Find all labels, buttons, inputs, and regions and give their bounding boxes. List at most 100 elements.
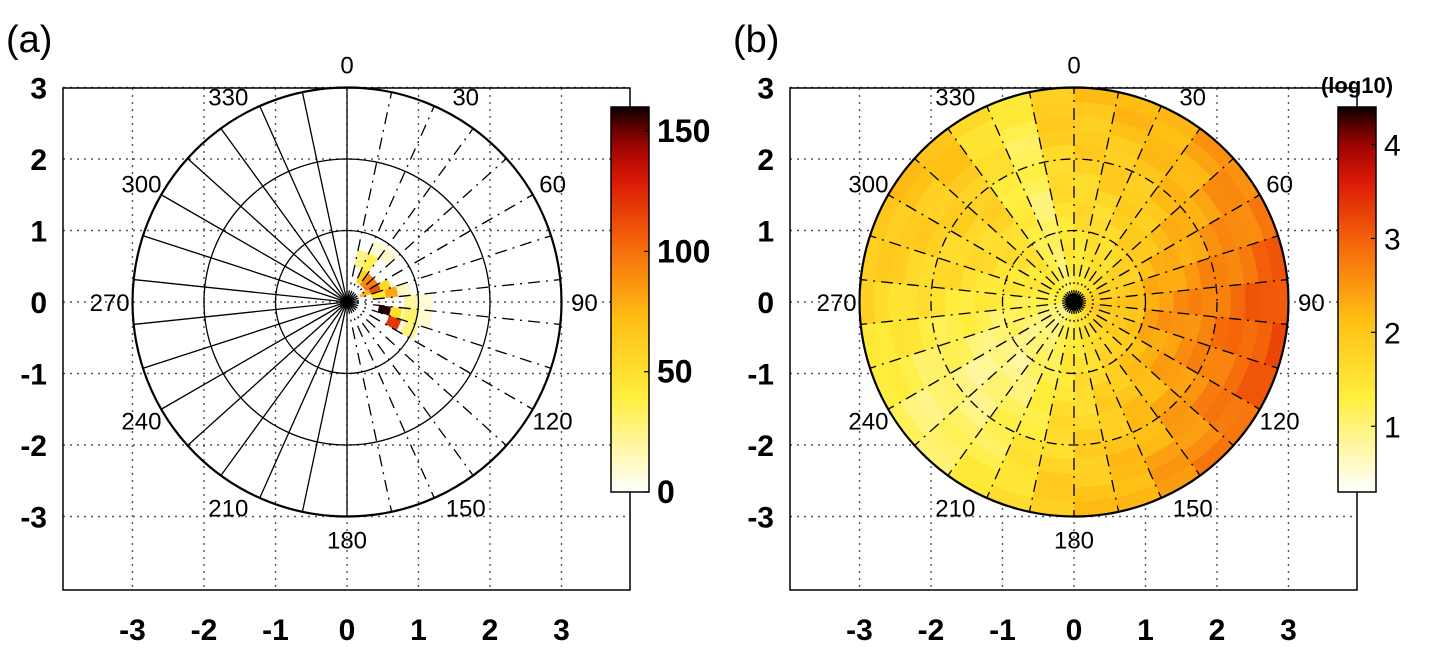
- heat-cell: [973, 291, 989, 313]
- x-tick-label: 1: [1137, 614, 1154, 647]
- heat-cell: [1073, 371, 1093, 389]
- colorbar-title: (log10): [1321, 73, 1393, 98]
- angle-label: 300: [121, 171, 161, 198]
- heat-cell: [401, 307, 419, 325]
- heat-cell: [1049, 399, 1075, 417]
- heat-cell: [361, 253, 379, 274]
- panel-b: (b) 0 30 60 90 120 150 180 210 240 270 300 330 -3 -2 -1…: [727, 0, 1454, 658]
- y-tick-label: 3: [757, 73, 774, 106]
- heat-cell: [1073, 158, 1105, 177]
- heat-cell: [1272, 279, 1289, 325]
- y-tick-label: 2: [30, 144, 47, 177]
- y-tick-label: -1: [747, 359, 774, 392]
- angle-label: 180: [1054, 527, 1094, 554]
- heat-cell: [370, 289, 387, 300]
- x-tick-label: -3: [846, 614, 873, 647]
- heat-cell: [959, 289, 975, 315]
- angle-label: 60: [1266, 171, 1293, 198]
- colorbar-tick-label: 50: [657, 354, 693, 390]
- polar-ring: [930, 158, 1218, 446]
- heat-cell: [415, 309, 433, 329]
- heat-cell: [385, 315, 402, 331]
- heat-cell: [377, 278, 392, 291]
- heat-cell: [1046, 172, 1075, 191]
- angle-label: 270: [817, 290, 857, 317]
- heat-cell: [1159, 291, 1175, 313]
- heat-cell: [945, 288, 961, 316]
- polar-spoke: [1073, 301, 1279, 369]
- polar-spoke: [220, 128, 348, 303]
- heat-cell: [1130, 294, 1146, 310]
- heat-cell: [1073, 399, 1099, 417]
- heat-cell: [873, 280, 890, 324]
- y-tick-label: -2: [747, 430, 774, 463]
- polar-spoke: [1028, 92, 1075, 303]
- angle-label: 180: [327, 527, 367, 554]
- angle-label: 60: [539, 171, 566, 198]
- polar-spoke: [869, 235, 1075, 303]
- polar-spoke: [914, 301, 1075, 447]
- colorbar-tick-label: 1: [1384, 411, 1401, 444]
- y-tick-label: 0: [757, 287, 774, 320]
- polar-spoke: [346, 301, 534, 410]
- heat-cell: [1073, 172, 1102, 191]
- y-tick-label: -2: [20, 430, 47, 463]
- polar-spoke: [301, 301, 348, 512]
- polar-spoke: [346, 301, 474, 476]
- colorbar-tick-label: 4: [1384, 130, 1401, 163]
- angle-label: 90: [1298, 290, 1325, 317]
- heat-cell: [354, 249, 369, 270]
- panel-a: (a) 0 30 60 90 120 150 180 210 240 270 300 330 -3 -2 -1…: [6, 19, 710, 647]
- heat-cell: [378, 247, 398, 267]
- polar-spoke: [1073, 157, 1234, 303]
- angle-label: 270: [90, 290, 130, 317]
- heat-cell: [987, 292, 1004, 312]
- polar-grid: [858, 86, 1290, 518]
- polar-spoke: [1073, 92, 1120, 303]
- polar-spoke: [346, 235, 552, 303]
- heat-cell: [362, 278, 378, 292]
- x-tick-label: 2: [482, 614, 499, 647]
- angle-label: 300: [848, 171, 888, 198]
- polar-spoke: [346, 301, 393, 512]
- polar-spoke: [259, 301, 348, 499]
- heat-cell: [1201, 286, 1218, 318]
- heat-cell: [1049, 187, 1075, 205]
- polar-spoke: [346, 128, 474, 303]
- heat-cell: [1055, 215, 1075, 233]
- heat-cell: [359, 273, 374, 288]
- heat-cell: [355, 269, 369, 285]
- colorbar: [1337, 106, 1377, 493]
- colorbar-tick-label: 0: [657, 474, 675, 510]
- polar-spoke: [986, 301, 1075, 499]
- angle-label: 30: [1179, 84, 1206, 111]
- heat-cell: [368, 239, 387, 259]
- angle-label: 0: [340, 53, 353, 80]
- heat-cells: [354, 239, 433, 340]
- y-tick-label: -1: [20, 359, 47, 392]
- polar-spoke: [1073, 301, 1162, 499]
- x-tick-label: -2: [918, 614, 945, 647]
- polar-spoke: [1073, 278, 1288, 303]
- heat-cell: [359, 289, 371, 298]
- heat-cell: [1043, 158, 1075, 177]
- polar-spoke: [869, 301, 1075, 369]
- angle-label: 120: [533, 409, 573, 436]
- heat-cell: [1230, 283, 1246, 321]
- polar-spoke: [187, 301, 348, 447]
- angle-label: 0: [1067, 53, 1080, 80]
- polar-spoke: [947, 128, 1075, 303]
- colorbar: [610, 106, 650, 493]
- polar-spoke: [914, 157, 1075, 303]
- polar-spoke: [301, 92, 348, 303]
- polar-spoke: [1073, 301, 1261, 410]
- heat-cell: [930, 286, 947, 318]
- heat-cell: [1144, 292, 1161, 312]
- angle-label: 150: [1173, 496, 1213, 523]
- polar-spoke: [142, 235, 348, 303]
- angle-label: 240: [848, 409, 888, 436]
- y-tick-label: 1: [757, 216, 774, 249]
- polar-spoke: [346, 301, 435, 499]
